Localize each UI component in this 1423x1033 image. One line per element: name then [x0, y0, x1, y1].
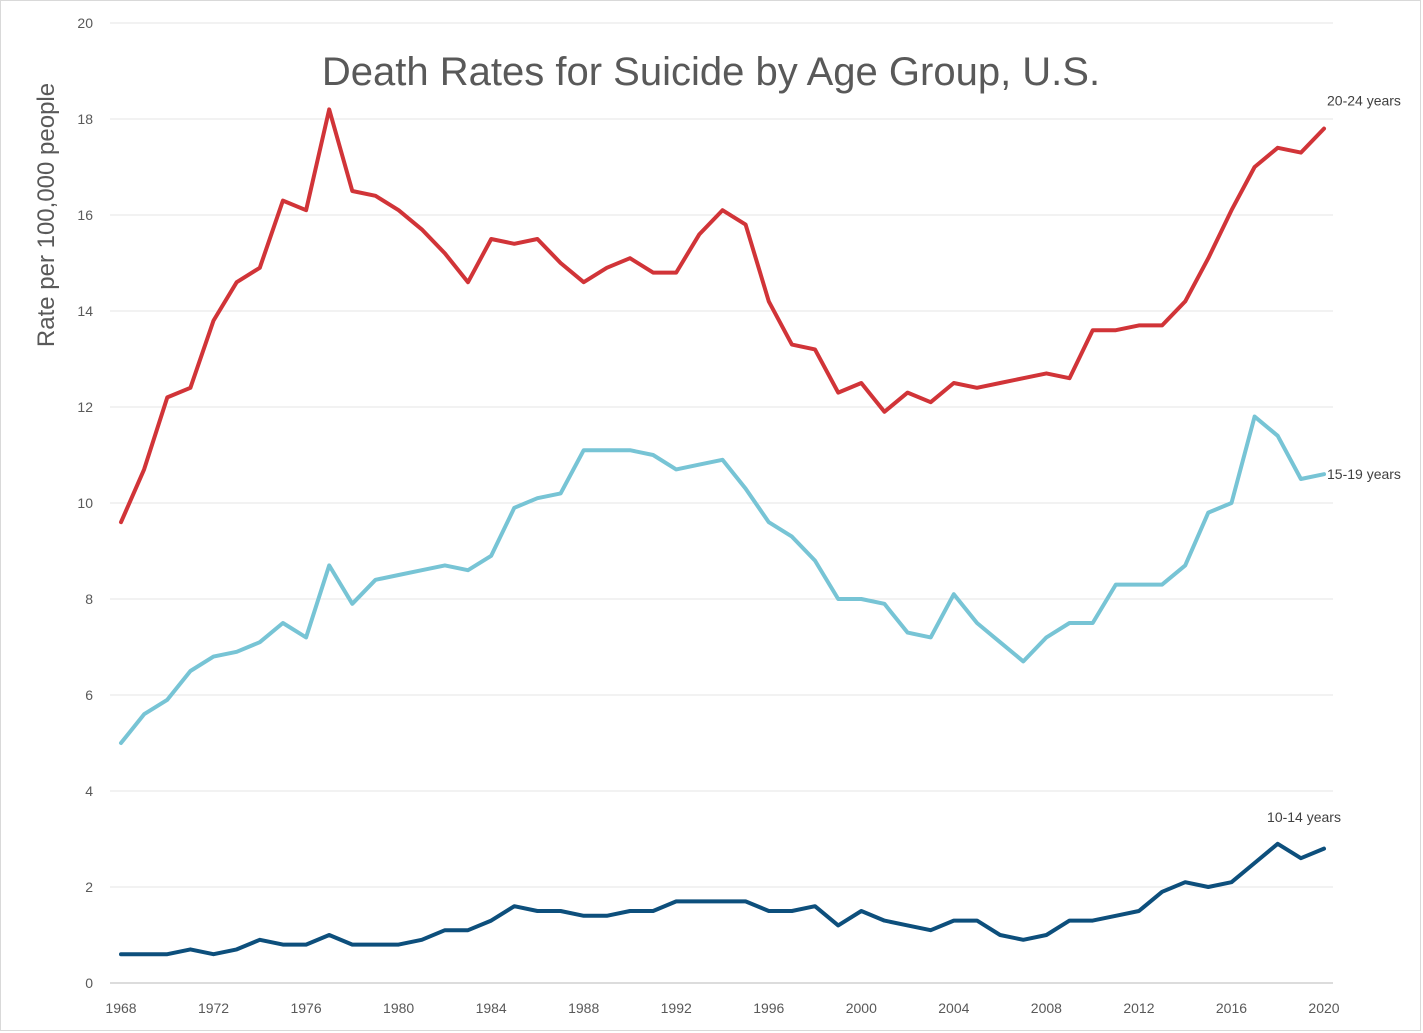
x-tick-label: 1988 [568, 1000, 599, 1016]
x-axis-ticks: 1968 1972 1976 1980 1984 1988 1992 1996 2000 2004… [105, 1000, 1339, 1016]
y-tick-label: 0 [85, 975, 93, 991]
series-label-10-14-years: 10-14 years [1267, 809, 1341, 825]
y-axis-ticks: 0 2 4 6 8 10 12 14 16 18 20 [77, 15, 93, 991]
y-tick-label: 4 [85, 783, 93, 799]
chart-title: Death Rates for Suicide by Age Group, U.… [322, 50, 1100, 94]
gridlines [110, 22, 1333, 888]
series-line-20-24-years [119, 107, 1326, 525]
y-tick-label: 10 [77, 495, 93, 511]
x-tick-label: 1992 [661, 1000, 692, 1016]
y-tick-label: 16 [77, 207, 93, 223]
series-lines [119, 107, 1326, 957]
y-tick-label: 18 [77, 111, 93, 127]
x-tick-label: 2012 [1123, 1000, 1154, 1016]
y-tick-label: 2 [85, 879, 93, 895]
series-label-15-19-years: 15-19 years [1327, 466, 1401, 482]
series-labels: 20-24 years 15-19 years 10-14 years [1267, 93, 1401, 825]
y-tick-label: 8 [85, 591, 93, 607]
y-tick-label: 12 [77, 399, 93, 415]
x-tick-label: 2000 [846, 1000, 877, 1016]
x-tick-label: 1972 [198, 1000, 229, 1016]
x-tick-label: 2004 [938, 1000, 969, 1016]
series-line-15-19-years [119, 414, 1326, 745]
y-tick-label: 6 [85, 687, 93, 703]
x-tick-label: 2008 [1031, 1000, 1062, 1016]
x-tick-label: 2020 [1308, 1000, 1339, 1016]
y-axis-label: Rate per 100,000 people [33, 83, 60, 347]
x-tick-label: 1980 [383, 1000, 414, 1016]
x-tick-label: 1968 [105, 1000, 136, 1016]
x-tick-label: 2016 [1216, 1000, 1247, 1016]
x-tick-label: 1976 [290, 1000, 321, 1016]
x-tick-label: 1984 [476, 1000, 507, 1016]
series-label-20-24-years: 20-24 years [1327, 93, 1401, 109]
series-line-10-14-years [119, 841, 1326, 957]
y-tick-label: 14 [77, 303, 93, 319]
y-tick-label: 20 [77, 15, 93, 31]
x-tick-label: 1996 [753, 1000, 784, 1016]
